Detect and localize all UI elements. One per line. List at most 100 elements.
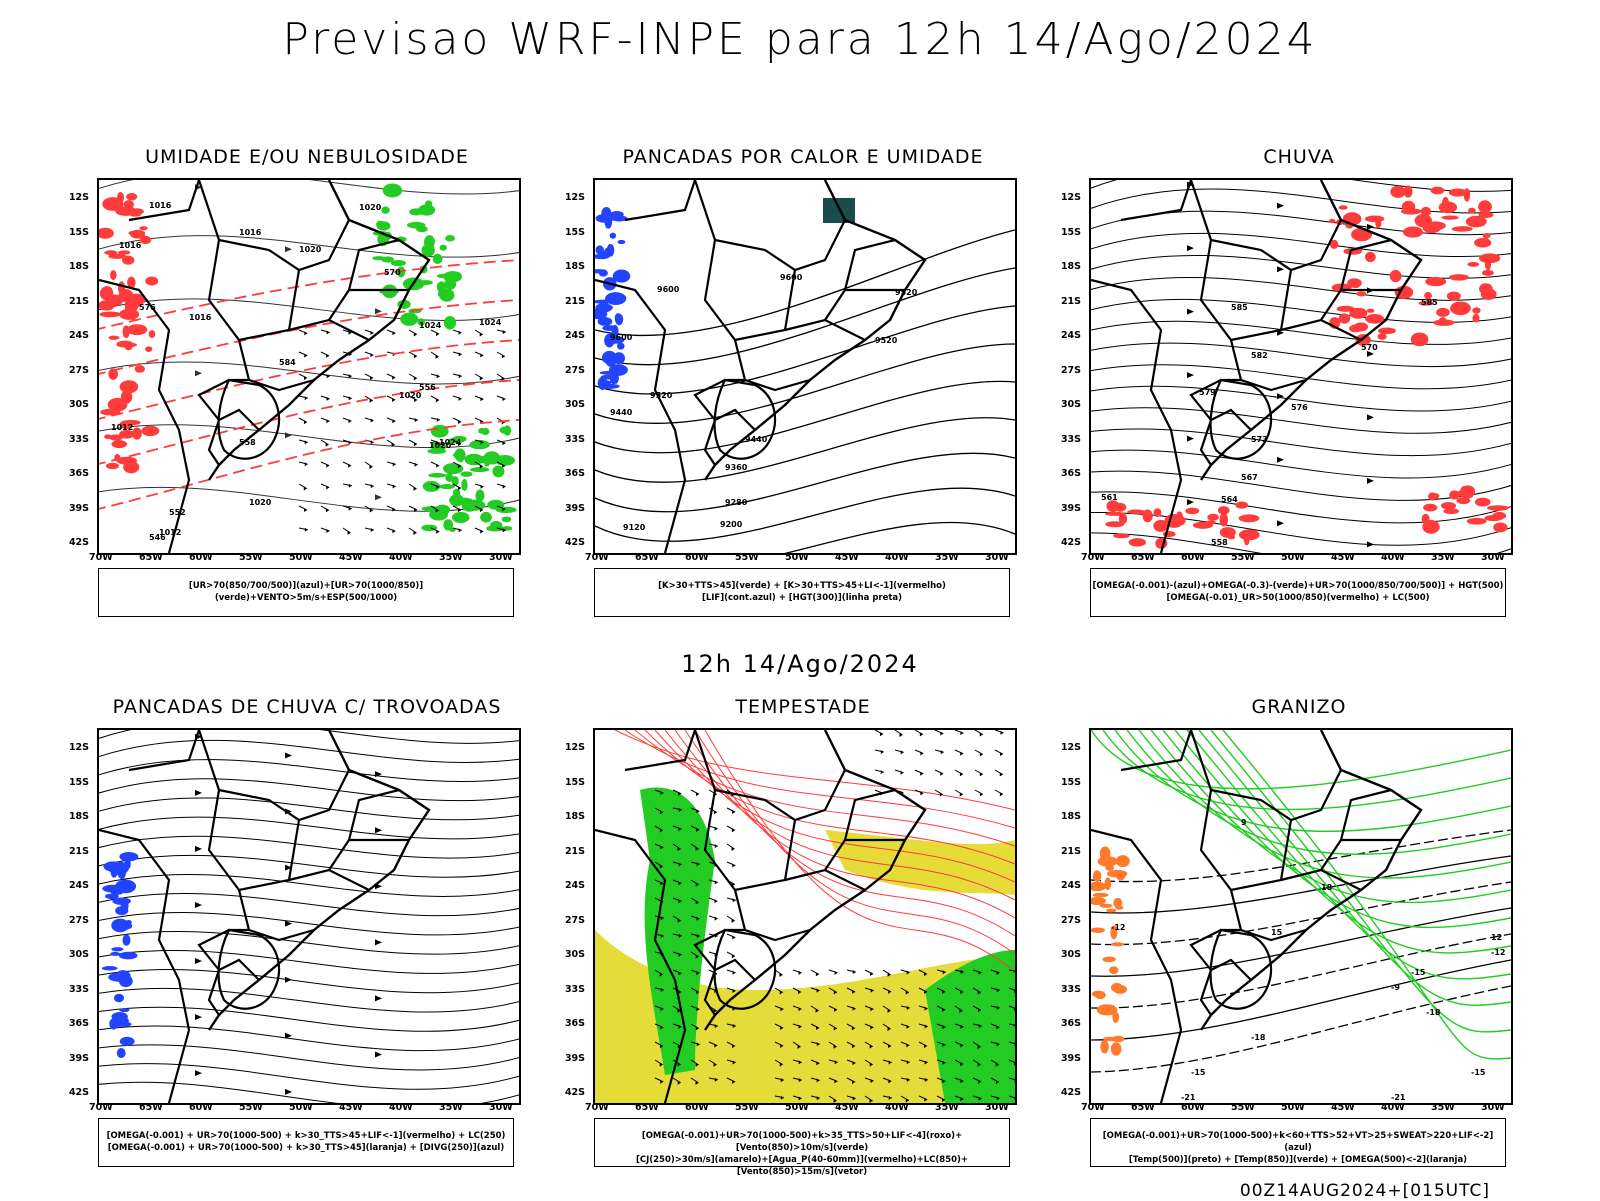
lat-tick-label: 12S xyxy=(68,192,89,203)
lat-tick-label: 24S xyxy=(68,880,89,891)
lat-tick-label: 33S xyxy=(1060,433,1081,445)
lon-tick-label: 55W xyxy=(735,1102,759,1113)
forecast-map: 1016 1016 1016 1020 1020 1024 1020 1024 1024 1016… xyxy=(97,178,521,555)
lat-tick-label: 36S xyxy=(1060,468,1081,479)
lat-tick-label: 33S xyxy=(68,433,89,445)
lon-tick-label: 35W xyxy=(935,552,959,563)
lat-tick-label: 39S xyxy=(1060,502,1081,514)
contour-label: 567 xyxy=(1241,473,1258,482)
lat-tick-label: 39S xyxy=(68,1052,89,1064)
lat-tick-label: 27S xyxy=(564,364,585,376)
contour-label: 9600 xyxy=(610,333,633,342)
lon-tick-label: 40W xyxy=(885,1102,909,1113)
contour-label: -15 xyxy=(1191,1068,1206,1077)
lat-tick-label: 27S xyxy=(68,364,89,376)
contour-label: 9520 xyxy=(650,391,673,400)
contour-label: -18 xyxy=(1426,1008,1441,1017)
lat-tick-label: 42S xyxy=(1060,537,1081,548)
lon-tick-label: 60W xyxy=(1181,1102,1205,1113)
legend-line: [CJ(250)>30m/s](amarelo)+[Agua_P(40-60mm… xyxy=(635,1155,969,1177)
panel-legend: [OMEGA(-0.001)+UR>70(1000-500)+k>35_TTS>… xyxy=(594,1118,1010,1177)
lat-tick-label: 33S xyxy=(1060,983,1081,995)
contour-label: 552 xyxy=(169,508,186,517)
lat-tick-label: 27S xyxy=(1060,364,1081,376)
legend-line: [Temp(500)](preto) + [Temp(850)](verde) … xyxy=(1128,1155,1468,1165)
lat-tick-label: 42S xyxy=(1060,1087,1081,1098)
lon-tick-label: 55W xyxy=(1231,1102,1255,1113)
lat-tick-label: 30S xyxy=(564,399,585,410)
lat-tick-label: 36S xyxy=(68,1018,89,1029)
forecast-map: 9600 9600 9520 9600 9520 9520 9440 9360 9280 9200… xyxy=(593,178,1017,555)
lon-tick-label: 70W xyxy=(1081,552,1105,563)
lon-tick-label: 30W xyxy=(489,1102,513,1113)
panel-legend: [K>30+TTS>45](verde) + [K>30+TTS>45+LI<-… xyxy=(594,568,1010,617)
lat-tick-label: 42S xyxy=(564,537,585,548)
contour-label: 1020 xyxy=(359,203,382,212)
lon-tick-label: 40W xyxy=(1381,552,1405,563)
lat-tick-label: 21S xyxy=(68,295,89,307)
lat-tick-label: 27S xyxy=(564,914,585,926)
contour-label: 546 xyxy=(149,533,166,542)
contour-label: 582 xyxy=(1251,351,1268,360)
lat-tick-label: 24S xyxy=(564,330,585,341)
panel-title: PANCADAS POR CALOR E UMIDADE xyxy=(622,146,984,168)
lon-tick-label: 40W xyxy=(389,1102,413,1113)
contour-label: 9 xyxy=(1241,818,1247,827)
contour-label: 12 xyxy=(1491,933,1502,942)
panel-legend: [OMEGA(-0.001)-(azul)+OMEGA(-0.3)-(verde… xyxy=(1090,568,1506,617)
mid-title: 12h 14/Ago/2024 xyxy=(681,650,919,678)
panel-legend: [UR>70(850/700/500)](azul)+[UR>70(1000/8… xyxy=(98,568,514,617)
lat-tick-label: 24S xyxy=(68,330,89,341)
lon-tick-label: 65W xyxy=(635,1102,659,1113)
lat-tick-label: 30S xyxy=(1060,949,1081,960)
lon-tick-label: 70W xyxy=(89,552,113,563)
lon-tick-label: 55W xyxy=(239,552,263,563)
contour-label: 9520 xyxy=(895,288,918,297)
contour-label: 1024 xyxy=(479,318,502,327)
contour-label: 9200 xyxy=(720,520,743,529)
contour-label: 18 xyxy=(1321,883,1333,892)
lon-tick-label: 55W xyxy=(735,552,759,563)
lat-tick-label: 21S xyxy=(1060,295,1081,307)
lon-tick-label: 65W xyxy=(1131,1102,1155,1113)
lon-tick-label: 65W xyxy=(1131,552,1155,563)
contour-label: 1016 xyxy=(119,241,142,250)
lon-tick-label: 65W xyxy=(139,1102,163,1113)
contour-label: 9440 xyxy=(745,435,768,444)
forecast-map: 585 585 582 579 576 573 567 564 561 558 570 xyxy=(1089,178,1513,555)
lon-tick-label: 35W xyxy=(439,552,463,563)
contour-label: 579 xyxy=(1199,388,1216,397)
lat-tick-label: 36S xyxy=(68,468,89,479)
lat-tick-label: 18S xyxy=(68,811,89,822)
lat-tick-label: 24S xyxy=(564,880,585,891)
lat-tick-label: 21S xyxy=(564,845,585,857)
contour-label: 9600 xyxy=(780,273,803,282)
lat-tick-label: 15S xyxy=(564,776,585,788)
lat-tick-label: 21S xyxy=(68,845,89,857)
lon-tick-label: 60W xyxy=(685,1102,709,1113)
lat-tick-label: 18S xyxy=(68,261,89,272)
contour-label: 9440 xyxy=(610,408,633,417)
lat-tick-label: 12S xyxy=(564,742,585,753)
lat-tick-label: 24S xyxy=(1060,330,1081,341)
contour-label: 9360 xyxy=(725,463,748,472)
lat-tick-label: 18S xyxy=(564,261,585,272)
contour-label: 9280 xyxy=(725,498,748,507)
lon-tick-label: 50W xyxy=(289,1102,313,1113)
lat-tick-label: 15S xyxy=(68,226,89,238)
contour-label: 9520 xyxy=(875,336,898,345)
lon-tick-label: 55W xyxy=(1231,552,1255,563)
legend-line: [UR>70(850/700/500)](azul)+[UR>70(1000/8… xyxy=(188,581,424,603)
legend-line: [K>30+TTS>45](verde) + [K>30+TTS>45+LI<-… xyxy=(658,581,946,591)
lon-tick-label: 50W xyxy=(785,1102,809,1113)
contour-label: 1024 xyxy=(419,321,442,330)
lon-tick-label: 65W xyxy=(139,552,163,563)
lon-tick-label: 55W xyxy=(239,1102,263,1113)
lat-tick-label: 15S xyxy=(1060,776,1081,788)
lon-tick-label: 30W xyxy=(1481,552,1505,563)
lon-tick-label: 70W xyxy=(1081,1102,1105,1113)
lat-tick-label: 36S xyxy=(564,1018,585,1029)
lat-tick-label: 21S xyxy=(564,295,585,307)
panel-title: UMIDADE E/OU NEBULOSIDADE xyxy=(145,146,469,168)
lat-tick-label: 30S xyxy=(68,399,89,410)
